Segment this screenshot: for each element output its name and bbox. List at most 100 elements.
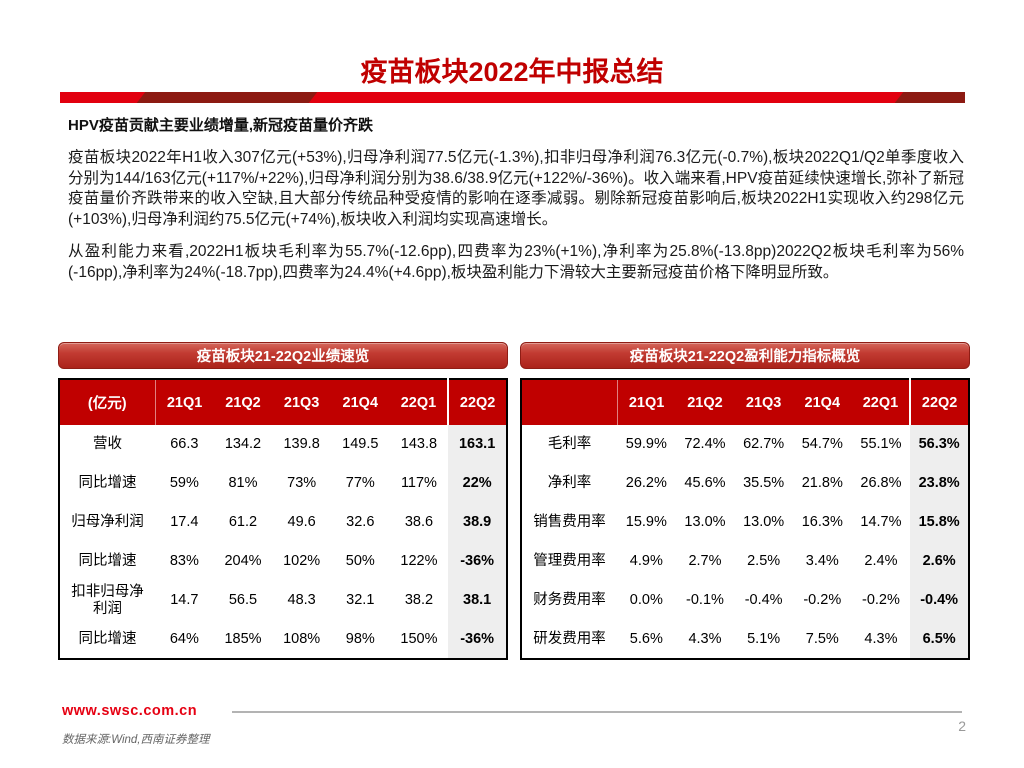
- value-cell: 2.5%: [747, 553, 781, 569]
- value-cell: 22%: [448, 464, 507, 503]
- table-row: 同比增速 64% 185% 108% 98% 150% -36%: [59, 620, 507, 659]
- value-cell: 17.4: [170, 514, 199, 530]
- value-cell: 2.4%: [864, 553, 898, 569]
- table-row: 扣非归母净利润 14.7 56.5 48.3 32.1 38.2 38.1: [59, 581, 507, 620]
- table-row: 财务费用率 0.0% -0.1% -0.4% -0.2% -0.2% -0.4%: [521, 581, 969, 620]
- row-label-cell: 扣非归母净利润: [71, 583, 144, 617]
- value-cell: 5.1%: [747, 630, 781, 647]
- divider-dark-segment-left: [137, 92, 318, 103]
- value-cell: 13.0%: [684, 514, 726, 530]
- value-cell: 35.5%: [743, 475, 785, 491]
- value-cell: 15.8%: [910, 503, 969, 542]
- row-label-cell: 同比增速: [78, 553, 137, 569]
- value-cell: 149.5: [342, 436, 379, 452]
- value-cell: 5.6%: [629, 630, 663, 647]
- value-cell: 139.8: [283, 436, 320, 452]
- value-cell: 21.8%: [801, 475, 843, 491]
- value-cell: 134.2: [224, 436, 262, 452]
- unit-header-cell: [521, 379, 618, 425]
- data-table: (亿元) 21Q1 21Q2 21Q3 21Q4 22Q1 22Q2 营收 66.3 134.2 1…: [58, 378, 508, 660]
- value-cell: -36%: [448, 620, 507, 659]
- value-cell: -0.2%: [803, 592, 842, 608]
- quarter-header-cell: 22Q2: [909, 379, 969, 425]
- value-cell: 64%: [169, 630, 199, 647]
- data-table: 21Q1 21Q2 21Q3 21Q4 22Q1 22Q2 毛利率 59.9% 72.4% 62.…: [520, 378, 970, 660]
- row-label-cell: 研发费用率: [533, 630, 606, 647]
- value-cell: 38.9: [448, 503, 507, 542]
- value-cell: 55.1%: [860, 436, 902, 452]
- page-number: 2: [958, 718, 966, 734]
- value-cell: 122%: [400, 553, 438, 569]
- quarter-header-cell: 21Q3: [734, 379, 793, 425]
- table-header-row: 21Q1 21Q2 21Q3 21Q4 22Q1 22Q2: [521, 379, 969, 425]
- profitability-table-panel: 疫苗板块21-22Q2盈利能力指标概览 21Q1 21Q2 21Q3 21Q4 22Q1…: [520, 342, 970, 660]
- quarter-header-cell: 21Q2: [213, 379, 273, 425]
- value-cell: 150%: [400, 630, 438, 647]
- value-cell: 4.3%: [688, 630, 722, 647]
- quarter-header-cell: 22Q1: [851, 379, 911, 425]
- value-cell: 2.6%: [910, 542, 969, 581]
- value-cell: 108%: [283, 630, 321, 647]
- value-cell: 4.9%: [629, 553, 663, 569]
- row-label-cell: 毛利率: [547, 436, 592, 452]
- row-label-cell: 管理费用率: [533, 553, 606, 569]
- value-cell: -0.2%: [862, 592, 900, 608]
- value-cell: 59.9%: [625, 436, 667, 452]
- value-cell: 26.2%: [625, 475, 667, 491]
- value-cell: 38.2: [404, 592, 434, 608]
- value-cell: 2.7%: [688, 553, 722, 569]
- value-cell: 38.1: [448, 581, 507, 620]
- quarter-header-cell: 21Q1: [155, 379, 214, 425]
- table-row: 同比增速 59% 81% 73% 77% 117% 22%: [59, 464, 507, 503]
- performance-table: (亿元) 21Q1 21Q2 21Q3 21Q4 22Q1 22Q2 营收 66.3 134.2 1…: [58, 378, 508, 660]
- section-heading: HPV疫苗贡献主要业绩增量,新冠疫苗量价齐跌: [68, 117, 374, 134]
- value-cell: 16.3%: [801, 514, 843, 530]
- value-cell: 56.5: [228, 592, 258, 608]
- table-row: 归母净利润 17.4 61.2 49.6 32.6 38.6 38.9: [59, 503, 507, 542]
- row-label-cell: 销售费用率: [533, 514, 606, 530]
- value-cell: 163.1: [448, 425, 507, 464]
- table-row: 销售费用率 15.9% 13.0% 13.0% 16.3% 14.7% 15.8%: [521, 503, 969, 542]
- website-link[interactable]: www.swsc.com.cn: [62, 703, 198, 719]
- table-row: 同比增速 83% 204% 102% 50% 122% -36%: [59, 542, 507, 581]
- data-source-note: 数据来源:Wind,西南证券整理: [62, 734, 210, 746]
- value-cell: 83%: [169, 553, 199, 569]
- value-cell: 0.0%: [629, 592, 663, 608]
- value-cell: -36%: [448, 542, 507, 581]
- performance-table-title: 疫苗板块21-22Q2业绩速览: [58, 342, 508, 369]
- quarter-header-cell: 21Q4: [330, 379, 390, 425]
- value-cell: 14.7%: [860, 514, 902, 530]
- value-cell: 4.3%: [864, 630, 898, 647]
- value-cell: 48.3: [287, 592, 316, 608]
- value-cell: 72.4%: [684, 436, 726, 452]
- value-cell: 77%: [345, 475, 375, 491]
- paragraph-revenue: 疫苗板块2022年H1收入307亿元(+53%),归母净利润77.5亿元(-1.…: [68, 149, 964, 228]
- value-cell: 32.1: [346, 592, 375, 608]
- value-cell: 50%: [345, 553, 375, 569]
- value-cell: 49.6: [287, 514, 316, 530]
- footer-divider-line: [232, 711, 962, 713]
- value-cell: 62.7%: [743, 436, 785, 452]
- value-cell: 15.9%: [625, 514, 667, 530]
- value-cell: 117%: [400, 475, 437, 491]
- performance-table-panel: 疫苗板块21-22Q2业绩速览 (亿元) 21Q1 21Q2 21Q3 21Q4 22Q1…: [58, 342, 508, 660]
- value-cell: 38.6: [404, 514, 434, 530]
- value-cell: 3.4%: [805, 553, 839, 569]
- quarter-header-cell: 21Q1: [617, 379, 676, 425]
- row-label-cell: 同比增速: [78, 475, 137, 491]
- value-cell: -0.4%: [744, 592, 783, 608]
- value-cell: 143.8: [400, 436, 438, 452]
- row-label-cell: 营收: [93, 436, 122, 452]
- value-cell: 6.5%: [910, 620, 969, 659]
- table-row: 净利率 26.2% 45.6% 35.5% 21.8% 26.8% 23.8%: [521, 464, 969, 503]
- profitability-table-title: 疫苗板块21-22Q2盈利能力指标概览: [520, 342, 970, 369]
- page-title: 疫苗板块2022年中报总结: [360, 57, 664, 87]
- table-row: 管理费用率 4.9% 2.7% 2.5% 3.4% 2.4% 2.6%: [521, 542, 969, 581]
- unit-header-cell: (亿元): [59, 379, 156, 425]
- value-cell: 98%: [345, 630, 375, 647]
- value-cell: 26.8%: [860, 475, 902, 491]
- row-label-cell: 财务费用率: [533, 592, 606, 608]
- value-cell: 66.3: [170, 436, 199, 452]
- value-cell: 13.0%: [743, 514, 785, 530]
